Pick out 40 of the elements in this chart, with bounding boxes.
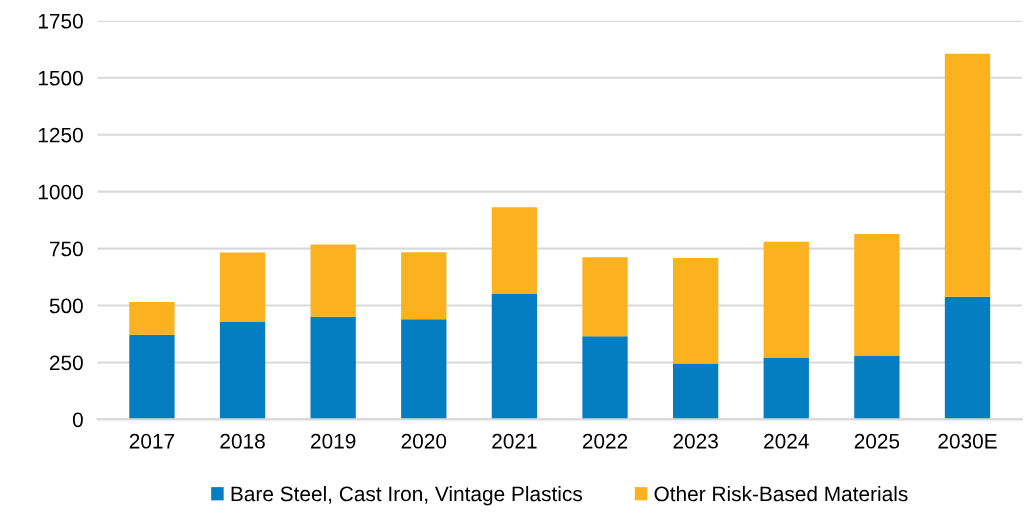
x-tick-label: 2019 — [311, 433, 356, 449]
legend-label: Bare Steel, Cast Iron, Vintage Plastics — [231, 485, 582, 506]
y-tick-label: 500 — [49, 298, 83, 314]
x-tick-label: 2024 — [764, 433, 809, 449]
bar — [129, 334, 175, 420]
bar — [672, 363, 719, 420]
y-tick-label: 750 — [49, 241, 83, 257]
y-tick-label: 250 — [49, 355, 83, 371]
bar — [582, 336, 628, 420]
y-tick-label: 1000 — [38, 184, 83, 200]
x-tick-label: 2021 — [492, 433, 537, 449]
x-tick-label: 2020 — [401, 433, 447, 449]
bar — [944, 296, 991, 420]
bar — [219, 321, 266, 420]
x-tick-label: 2030E — [938, 433, 997, 449]
bar — [854, 234, 900, 356]
bar — [854, 355, 900, 420]
bar — [401, 252, 447, 320]
y-tick-label: 1750 — [38, 13, 83, 29]
x-tick-label: 2018 — [220, 433, 265, 449]
bar — [582, 257, 628, 337]
legend-label: Other Risk-Based Materials — [654, 485, 908, 502]
bar — [672, 257, 719, 364]
bar — [219, 252, 266, 322]
bar — [401, 319, 447, 420]
x-tick-label: 2017 — [129, 433, 175, 449]
bar — [129, 301, 175, 335]
bar — [944, 53, 991, 297]
bar — [763, 357, 809, 420]
bar — [310, 244, 356, 317]
bar — [310, 316, 356, 420]
bar — [491, 293, 538, 420]
x-tick-label: 2025 — [854, 433, 900, 449]
bar — [491, 207, 538, 294]
y-tick-label: 1500 — [38, 70, 83, 86]
bar — [763, 241, 809, 358]
x-tick-label: 2023 — [673, 433, 718, 449]
y-tick-label: 1250 — [38, 127, 83, 143]
y-tick-label: 0 — [72, 412, 83, 428]
x-tick-label: 2022 — [582, 433, 628, 449]
